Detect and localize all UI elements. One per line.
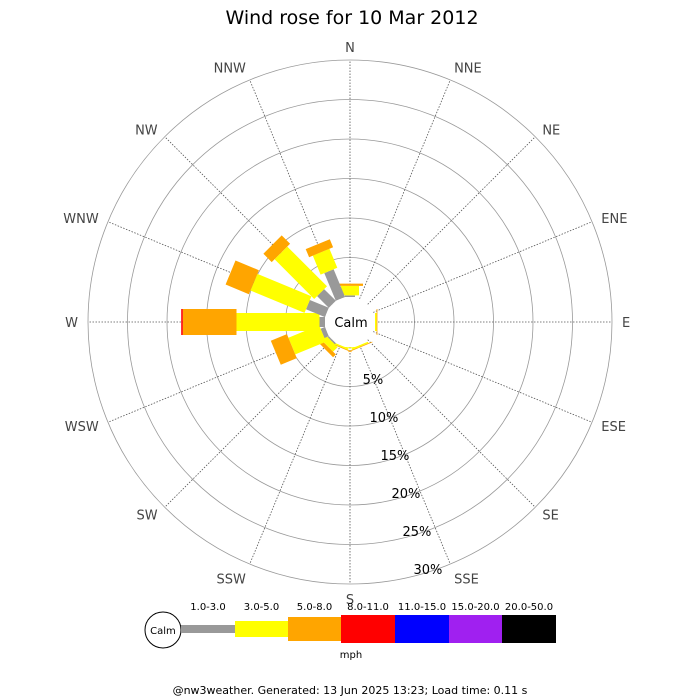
petal-e-3.0-5.0 — [375, 313, 377, 331]
spoke-ese — [372, 331, 593, 423]
ring-25 — [127, 99, 573, 545]
legend-label-15.0-20.0: 15.0-20.0 — [451, 602, 499, 613]
petal-wnw-3.0-5.0 — [250, 273, 312, 313]
petal-wsw-5.0-8.0 — [270, 334, 297, 365]
legend-label-8.0-11.0: 8.0-11.0 — [347, 602, 389, 613]
direction-label-e: E — [622, 316, 630, 331]
petal-ssw-3.0-5.0 — [331, 341, 349, 350]
direction-label-wnw: WNW — [63, 212, 99, 227]
legend-label-5.0-8.0: 5.0-8.0 — [297, 602, 332, 613]
legend-unit: mph — [340, 650, 362, 661]
legend-swatch-20.0-50.0 — [502, 615, 556, 643]
spoke-nne — [359, 79, 451, 300]
direction-label-ne: NE — [542, 124, 560, 139]
petal-w-8.0-11.0 — [181, 309, 183, 335]
legend-swatch-15.0-20.0 — [449, 615, 502, 643]
petal-e-5.0-8.0 — [376, 309, 378, 335]
ring-20 — [166, 138, 534, 506]
percent-labels: 5% 10% 15% 20% 25% 30% — [363, 373, 443, 578]
calm-label: Calm — [334, 316, 367, 331]
legend-swatch-11.0-15.0 — [395, 615, 449, 643]
percent-label-10: 10% — [369, 411, 398, 426]
percent-label-25: 25% — [403, 525, 432, 540]
spoke-ene — [372, 221, 593, 313]
legend-swatch-3.0-5.0 — [235, 621, 288, 637]
percent-label-15: 15% — [380, 449, 409, 464]
direction-label-wsw: WSW — [65, 420, 99, 435]
percent-label-5: 5% — [363, 373, 384, 388]
percent-label-20: 20% — [391, 487, 420, 502]
chart-title: Wind rose for 10 Mar 2012 — [225, 7, 478, 29]
spoke-ne — [367, 136, 536, 305]
petal-nw-3.0-5.0 — [274, 246, 327, 299]
legend-label-3.0-5.0: 3.0-5.0 — [244, 602, 279, 613]
petal-nnw-1.0-3.0 — [324, 269, 346, 301]
petal-sse-3.0-5.0 — [351, 341, 369, 350]
petal-w-5.0-8.0 — [182, 309, 237, 335]
direction-label-w: W — [65, 316, 78, 331]
calm-circle: Calm — [325, 297, 375, 347]
legend-swatch-1.0-3.0 — [181, 625, 235, 633]
spoke-sw — [164, 339, 333, 508]
petal-nnw-5.0-8.0 — [305, 239, 334, 258]
legend-calm-label: Calm — [150, 626, 176, 637]
calm-center — [325, 297, 375, 347]
petal-n-5.0-8.0 — [337, 283, 363, 286]
legend-label-1.0-3.0: 1.0-3.0 — [190, 602, 225, 613]
direction-label-sw: SW — [137, 508, 158, 523]
direction-label-sse: SSE — [454, 572, 479, 587]
petal-nnw-3.0-5.0 — [312, 248, 338, 275]
petal-wnw-1.0-3.0 — [306, 300, 329, 318]
wind-petals — [181, 235, 378, 365]
petal-wsw-1.0-3.0 — [320, 326, 329, 338]
direction-label-ssw: SSW — [217, 572, 247, 587]
direction-label-ene: ENE — [601, 212, 627, 227]
legend-label-11.0-15.0: 11.0-15.0 — [398, 602, 446, 613]
petal-wnw-5.0-8.0 — [225, 260, 259, 295]
spoke-ssw — [249, 344, 341, 565]
spoke-sse — [359, 344, 451, 565]
direction-label-nnw: NNW — [214, 62, 246, 77]
direction-label-se: SE — [542, 508, 558, 523]
direction-label-s: S — [346, 593, 354, 608]
direction-label-nw: NW — [135, 124, 158, 139]
legend: Calm 1.0-3.0 3.0-5.0 5.0-8.0 8.0-11.0 11.0-15… — [144, 602, 556, 661]
petal-sse-5.0-8.0 — [348, 341, 373, 353]
direction-label-n: N — [345, 41, 355, 56]
legend-label-20.0-50.0: 20.0-50.0 — [505, 602, 553, 613]
spoke-se — [367, 339, 536, 508]
legend-swatch-5.0-8.0 — [288, 617, 341, 641]
petal-sw-1.0-3.0 — [327, 336, 336, 345]
direction-label-nne: NNE — [454, 62, 482, 77]
direction-labels: N NNE NE ENE E ESE SE SSE S SSW SW WSW W WNW NW NNW — [63, 41, 630, 608]
petal-n-3.0-5.0 — [341, 285, 359, 296]
petal-n-1.0-3.0 — [345, 295, 355, 297]
footer-text: @nw3weather. Generated: 13 Jun 2025 13:2… — [173, 684, 528, 697]
petal-wsw-3.0-5.0 — [288, 325, 326, 355]
petal-w-3.0-5.0 — [236, 313, 320, 331]
direction-label-ese: ESE — [601, 420, 626, 435]
ring-30 — [87, 59, 613, 585]
petal-nw-5.0-8.0 — [263, 235, 291, 263]
legend-swatch-8.0-11.0 — [341, 615, 395, 643]
petal-nw-1.0-3.0 — [317, 289, 336, 308]
petal-w-1.0-3.0 — [319, 317, 325, 327]
percent-label-30: 30% — [414, 563, 443, 578]
